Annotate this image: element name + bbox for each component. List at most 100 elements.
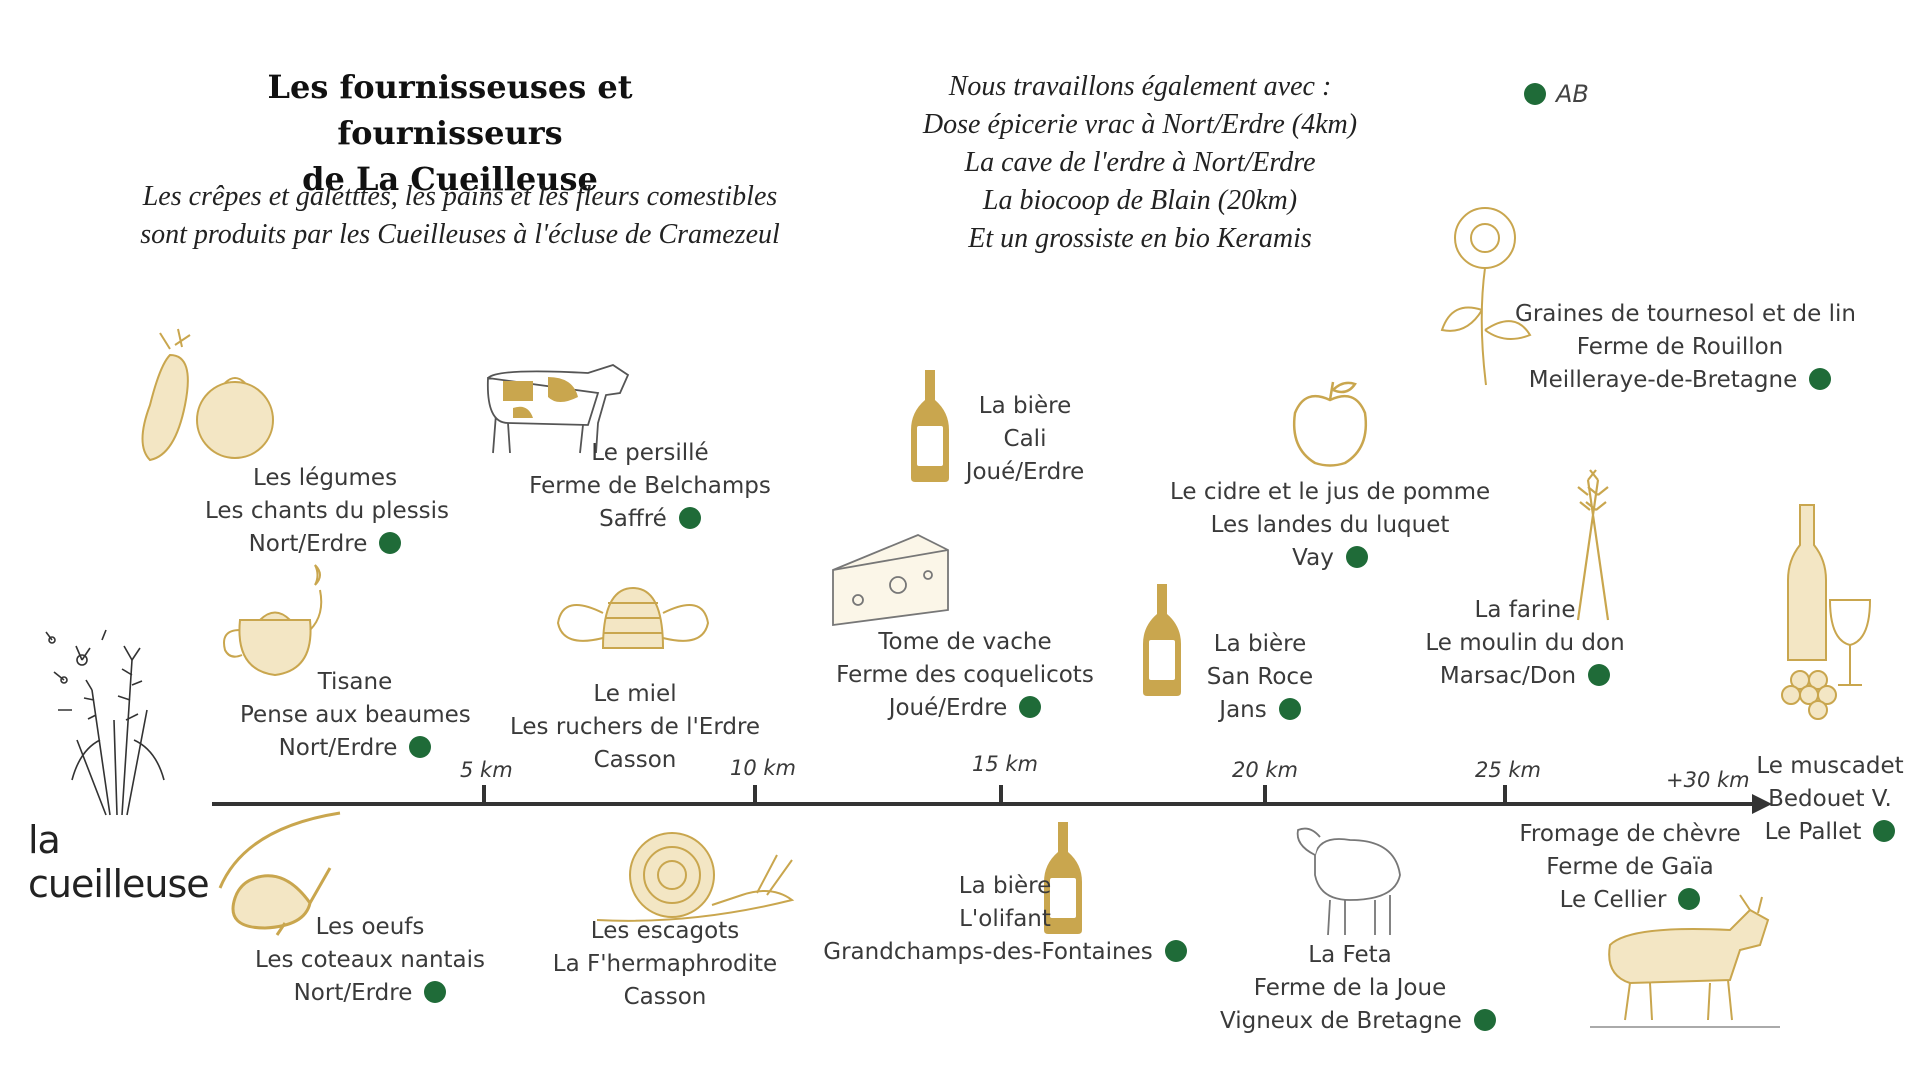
location: Meilleraye-de-Bretagne bbox=[1528, 367, 1798, 393]
location: Vay bbox=[1292, 545, 1334, 571]
supplier-tournesol: Graines de tournesol et de lin Ferme de … bbox=[1515, 298, 1856, 397]
producer: Ferme de Gaïa bbox=[1546, 854, 1714, 880]
page-title: Les fournisseuses et fournisseurs de La … bbox=[267, 68, 633, 198]
supplier-chevre: Fromage de chèvre Ferme de Gaïa Le Celli… bbox=[1500, 818, 1760, 917]
location: Marsac/Don bbox=[1439, 663, 1577, 689]
supplier-legumes: Les légumes Les chants du plessis Nort/E… bbox=[205, 462, 450, 561]
producer: Ferme de Rouillon bbox=[1576, 334, 1784, 360]
ab-dot-icon bbox=[1345, 545, 1368, 568]
producer: Ferme de la Joue bbox=[1253, 975, 1447, 1001]
wine-icon bbox=[1781, 504, 1872, 720]
product: Les oeufs bbox=[315, 914, 425, 940]
sunflower-icon bbox=[1440, 207, 1532, 386]
producer: Le moulin du don bbox=[1425, 630, 1625, 656]
herb-bouquet-icon bbox=[45, 629, 165, 816]
supplier-biere-olifant: La bière L'olifant Grandchamps-des-Fonta… bbox=[820, 870, 1190, 969]
location: Jans bbox=[1219, 697, 1267, 723]
ab-dot-icon bbox=[1809, 367, 1832, 390]
km-label-15: 15 km bbox=[972, 752, 1039, 776]
brand-name: la cueilleuse bbox=[28, 818, 210, 906]
product: Tisane bbox=[317, 669, 393, 695]
product: Le persillé bbox=[591, 440, 709, 466]
producer: La F'hermaphrodite bbox=[552, 951, 778, 977]
supplier-feta: La Feta Ferme de la Joue Vigneux de Bret… bbox=[1220, 939, 1496, 1038]
supplier-biere-sanroce: La bière San Roce Jans bbox=[1180, 628, 1340, 727]
producer: Les landes du luquet bbox=[1210, 512, 1450, 538]
other-partners: Nous travaillons également avec : Dose é… bbox=[922, 71, 1358, 254]
product: Le muscadet bbox=[1756, 753, 1904, 779]
snail-icon bbox=[596, 832, 795, 922]
supplier-muscadet: Le muscadet Bedouet V. Le Pallet bbox=[1745, 750, 1915, 849]
location: Casson bbox=[623, 984, 707, 1010]
apple-icon bbox=[1292, 381, 1368, 467]
ab-dot-icon bbox=[1524, 83, 1546, 105]
supplier-persille: Le persillé Ferme de Belchamps Saffré bbox=[520, 437, 780, 536]
product: La bière bbox=[1213, 631, 1307, 657]
legend-ab: AB bbox=[1524, 80, 1589, 108]
brand-logo: la cueilleuse bbox=[22, 600, 210, 906]
km-label-20: 20 km bbox=[1232, 758, 1299, 782]
ab-dot-icon bbox=[409, 735, 432, 758]
producer: Cali bbox=[1003, 426, 1047, 452]
location: Joué/Erdre bbox=[888, 695, 1008, 721]
location: Grandchamps-des-Fontaines bbox=[823, 939, 1153, 965]
producer: Les coteaux nantais bbox=[254, 947, 486, 973]
product: Fromage de chèvre bbox=[1519, 821, 1741, 847]
producer: Les ruchers de l'Erdre bbox=[510, 714, 761, 740]
beehive-icon bbox=[556, 586, 710, 649]
product: La bière bbox=[978, 393, 1072, 419]
wheat-icon bbox=[1576, 469, 1610, 621]
location: Vigneux de Bretagne bbox=[1220, 1008, 1462, 1034]
sheep-icon bbox=[1296, 827, 1401, 936]
supplier-tome: Tome de vache Ferme des coquelicots Joué… bbox=[835, 626, 1095, 725]
product: Graines de tournesol et de lin bbox=[1515, 301, 1856, 327]
ab-dot-icon bbox=[1588, 663, 1611, 686]
supplier-biere-cali: La bière Cali Joué/Erdre bbox=[955, 390, 1095, 489]
ab-dot-icon bbox=[1019, 695, 1042, 718]
location: Saffré bbox=[599, 506, 667, 532]
page-subtitle: Les crêpes et galetttes, les pains et le… bbox=[140, 181, 780, 250]
km-label-25: 25 km bbox=[1475, 758, 1542, 782]
location: Nort/Erdre bbox=[248, 531, 368, 557]
product: La Feta bbox=[1308, 942, 1392, 968]
product: Les escagots bbox=[590, 918, 740, 944]
producer: Ferme des coquelicots bbox=[836, 662, 1094, 688]
producer: San Roce bbox=[1206, 664, 1314, 690]
supplier-cidre: Le cidre et le jus de pomme Les landes d… bbox=[1170, 476, 1490, 575]
location: Casson bbox=[593, 747, 677, 773]
location: Nort/Erdre bbox=[278, 735, 398, 761]
location: Le Pallet bbox=[1764, 819, 1862, 845]
product: Tome de vache bbox=[878, 629, 1052, 655]
ab-dot-icon bbox=[1164, 939, 1187, 962]
location: Nort/Erdre bbox=[293, 980, 413, 1006]
location: Le Cellier bbox=[1559, 887, 1667, 913]
ab-dot-icon bbox=[379, 531, 402, 554]
ab-dot-icon bbox=[1873, 819, 1896, 842]
product: Le cidre et le jus de pomme bbox=[1170, 479, 1491, 505]
supplier-escargots: Les escagots La F'hermaphrodite Casson bbox=[545, 915, 785, 1014]
beer-bottle-icon bbox=[1044, 822, 1082, 934]
location: Joué/Erdre bbox=[965, 459, 1085, 485]
km-label-10: 10 km bbox=[730, 756, 797, 780]
product: La farine bbox=[1474, 597, 1576, 623]
ab-dot-icon bbox=[1473, 1008, 1496, 1031]
ab-dot-icon bbox=[1278, 697, 1301, 720]
beer-bottle-icon bbox=[911, 370, 949, 482]
producer: Les chants du plessis bbox=[205, 498, 450, 524]
producer: Ferme de Belchamps bbox=[529, 473, 771, 499]
supplier-tisane: Tisane Pense aux beaumes Nort/Erdre bbox=[240, 666, 471, 765]
cow-icon bbox=[486, 364, 630, 454]
ab-dot-icon bbox=[678, 506, 701, 529]
product: Le miel bbox=[593, 681, 677, 707]
vegetables-icon bbox=[141, 328, 274, 462]
cheese-icon bbox=[832, 534, 949, 627]
ab-dot-icon bbox=[424, 980, 447, 1003]
producer: Bedouet V. bbox=[1768, 786, 1892, 812]
product: La bière bbox=[958, 873, 1052, 899]
ab-dot-icon bbox=[1678, 887, 1701, 910]
hen-icon bbox=[218, 811, 341, 936]
beer-bottle-icon bbox=[1143, 584, 1181, 696]
producer: L'olifant bbox=[959, 906, 1051, 932]
km-label-5: 5 km bbox=[460, 758, 513, 782]
